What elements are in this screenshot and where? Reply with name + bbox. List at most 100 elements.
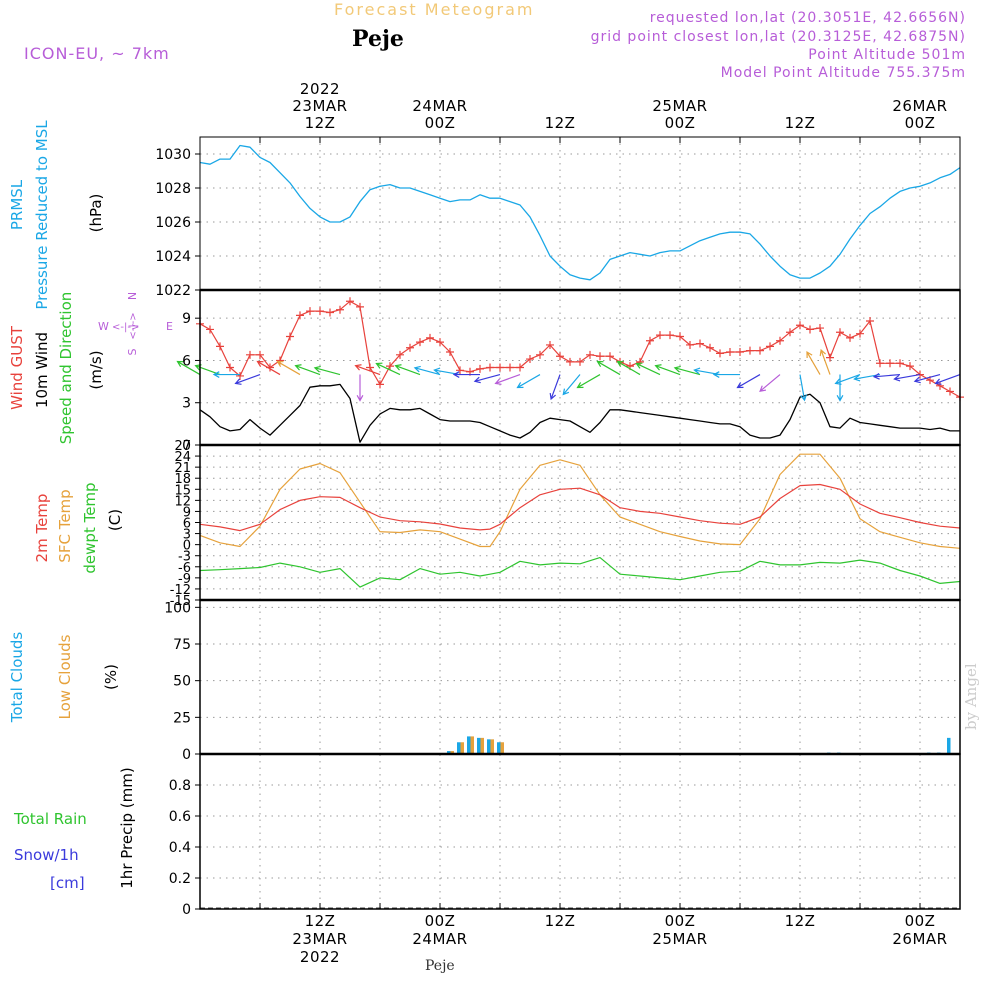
gust-point	[566, 357, 574, 366]
station-name: Peje	[352, 26, 404, 52]
y-tick-label: 6	[183, 517, 191, 532]
gust-point	[576, 357, 584, 366]
wind-direction-arrow	[836, 374, 844, 402]
frame-layer	[199, 136, 961, 910]
gust-point	[306, 307, 314, 316]
y-tick-label: 27	[174, 439, 191, 454]
bottom-time-label: 26MAR	[892, 930, 947, 948]
wind-direction-label: Speed and Direction	[57, 292, 75, 445]
gust-point	[786, 328, 794, 337]
y-tick-label: 0.6	[169, 809, 191, 825]
wind-direction-arrow	[616, 360, 641, 376]
gust-point	[456, 366, 464, 375]
total-clouds-label: Total Clouds	[8, 632, 26, 724]
low-cloud-bar	[480, 737, 484, 754]
gust-point	[686, 340, 694, 349]
wind-direction-arrow	[354, 364, 381, 376]
top-time-label: 25MAR	[652, 97, 707, 115]
y-tick-label: 25	[173, 710, 191, 726]
y-tick-label: 9	[182, 311, 191, 327]
y-tick-label: 21	[174, 461, 191, 476]
compass-arrows-vertical: <-|->	[128, 312, 139, 339]
temp-unit: (C)	[106, 509, 124, 531]
gust-point	[826, 353, 834, 362]
gust-point	[206, 325, 214, 334]
gust-point	[756, 346, 764, 355]
gust-point	[736, 348, 744, 356]
wind-direction-arrow	[893, 373, 921, 382]
wind-direction-arrow	[635, 362, 661, 376]
gust-point	[796, 321, 804, 330]
bottom-time-label: 12Z	[785, 912, 816, 930]
model-point-altitude: Model Point Altitude 755.375m	[720, 65, 966, 81]
gust-point	[806, 325, 814, 334]
rain-label: Total Rain	[13, 810, 87, 828]
gust-point	[396, 350, 404, 359]
gust-point	[416, 338, 424, 347]
grid-layer	[200, 137, 960, 909]
y-tick-label: -9	[178, 572, 191, 587]
bottom-time-label: 12Z	[305, 912, 336, 930]
panel-frame-clouds	[199, 599, 961, 755]
gust-point	[936, 381, 944, 390]
gust-point	[946, 387, 954, 396]
total-cloud-bar	[487, 739, 491, 754]
wind-direction-arrow	[313, 365, 341, 376]
model-name: ICON-EU, ~ 7km	[24, 44, 170, 63]
gust-point	[386, 362, 394, 371]
total-cloud-bar	[447, 751, 451, 754]
wind-direction-arrow	[176, 360, 201, 376]
gust-point	[646, 336, 654, 345]
gust-point	[856, 329, 864, 338]
bottom-time-label: 2022	[300, 948, 340, 966]
gust-point	[816, 324, 824, 333]
gust-point	[246, 350, 254, 359]
gust-point	[536, 350, 544, 359]
wind-direction-arrow	[576, 374, 601, 389]
wind-direction-arrow	[759, 374, 781, 393]
wind-unit: (m/s)	[87, 350, 105, 389]
gust-point	[256, 350, 264, 359]
gust-point	[556, 352, 564, 361]
y-tick-label: 0	[182, 747, 191, 763]
axis-layer: 102210241026102810300369-15-12-9-6-30369…	[8, 80, 947, 966]
y-tick-label: 1026	[155, 215, 191, 231]
requested-coordinates: requested lon,lat (20.3051E, 42.6656N)	[649, 10, 966, 26]
low-cloud-bar	[500, 742, 504, 754]
gust-point	[496, 363, 504, 372]
sfc-temp-label: SFC Temp	[56, 489, 74, 562]
wind-direction-arrow	[562, 374, 581, 396]
gust-point	[326, 308, 334, 317]
gust-point	[846, 333, 854, 342]
gust-point	[476, 364, 484, 373]
y-tick-label: 0	[183, 539, 191, 554]
gust-point	[896, 359, 904, 368]
bottom-time-label: 00Z	[425, 912, 456, 930]
y-tick-label: -12	[170, 583, 191, 598]
low-cloud-bar	[450, 751, 454, 754]
wind-direction-arrow	[473, 373, 501, 384]
wind-direction-arrow	[596, 360, 621, 376]
wind-direction-arrow	[256, 360, 281, 376]
compass-east: E	[166, 320, 173, 333]
wind-direction-arrow	[673, 365, 701, 376]
wind-direction-arrow	[212, 371, 240, 378]
wind-direction-arrow	[799, 374, 808, 402]
top-time-label: 00Z	[425, 114, 456, 132]
gust-point	[226, 363, 234, 372]
compass-west: W	[98, 320, 109, 333]
y-tick-label: 1024	[155, 249, 191, 265]
wind-direction-arrow	[516, 374, 541, 389]
total-cloud-bar	[497, 742, 501, 754]
y-tick-label: 50	[173, 674, 191, 690]
y-tick-label: 0.4	[169, 840, 191, 856]
top-time-label: 00Z	[665, 114, 696, 132]
point-altitude: Point Altitude 501m	[808, 47, 966, 63]
gust-point	[746, 346, 754, 355]
gust-point	[586, 350, 594, 359]
wind-direction-arrow	[913, 373, 941, 384]
y-tick-label: 75	[173, 637, 191, 653]
gust-point	[666, 331, 674, 340]
gust-point	[236, 371, 244, 380]
